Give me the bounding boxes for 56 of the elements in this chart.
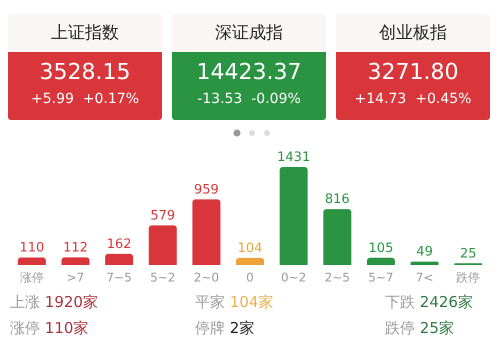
text: +14.73 bbox=[354, 91, 406, 107]
text: 25家 bbox=[420, 319, 454, 337]
bar bbox=[18, 257, 46, 265]
text: 上涨 bbox=[10, 293, 40, 311]
x-tick-label: 5~7 bbox=[368, 270, 394, 285]
data-label: 25 bbox=[460, 246, 476, 262]
x-tick-label: 5~2 bbox=[150, 270, 176, 285]
text: +0.17% bbox=[82, 91, 140, 107]
text: +0.45% bbox=[415, 91, 472, 107]
text: 3271.80 bbox=[366, 59, 460, 87]
text: 1920家 bbox=[44, 293, 98, 311]
text: -13.53 bbox=[197, 91, 242, 107]
text: 深证成指 bbox=[214, 22, 284, 45]
bar bbox=[105, 254, 134, 265]
text: 14423.37 bbox=[196, 59, 302, 87]
text: 104家 bbox=[230, 293, 274, 311]
bar bbox=[280, 167, 308, 265]
data-label: 104 bbox=[238, 240, 262, 256]
x-tick-label: >7 bbox=[66, 270, 84, 285]
data-label: 1431 bbox=[277, 150, 310, 165]
data-label: 816 bbox=[324, 192, 350, 208]
text: 2家 bbox=[230, 319, 254, 337]
x-tick-label: 0 bbox=[246, 270, 254, 285]
bar bbox=[410, 262, 439, 265]
bar bbox=[323, 209, 352, 265]
data-label: 162 bbox=[106, 236, 132, 252]
x-tick-label: 2~0 bbox=[194, 270, 220, 285]
text: 平家 bbox=[195, 293, 225, 311]
bar bbox=[236, 258, 264, 265]
data-label: 105 bbox=[368, 240, 394, 256]
text: 上证指数 bbox=[50, 22, 120, 45]
bar bbox=[366, 258, 395, 265]
bar bbox=[61, 257, 90, 265]
x-tick-label: 7< bbox=[416, 270, 434, 285]
data-label: 579 bbox=[150, 208, 176, 224]
text: 2426家 bbox=[420, 293, 473, 311]
data-label: 49 bbox=[416, 244, 433, 260]
bar bbox=[148, 225, 177, 265]
text: 停牌 bbox=[195, 319, 225, 337]
data-label: 110 bbox=[19, 240, 44, 256]
text: 下跌 bbox=[385, 293, 415, 311]
text: 涨停 bbox=[10, 319, 40, 337]
x-tick-label: 0~2 bbox=[280, 270, 306, 285]
data-label: 959 bbox=[194, 182, 219, 198]
text: 110家 bbox=[44, 319, 88, 337]
text: -0.09% bbox=[251, 91, 301, 107]
text: 创业板指 bbox=[378, 22, 448, 45]
x-tick-label: 2~5 bbox=[324, 270, 350, 285]
text: +5.99 bbox=[30, 91, 74, 107]
x-tick-label: 涨停 bbox=[20, 270, 44, 285]
x-tick-label: 跌停 bbox=[456, 270, 480, 285]
data-label: 112 bbox=[63, 240, 88, 256]
bar bbox=[192, 199, 220, 265]
x-tick-label: 7~5 bbox=[106, 270, 132, 285]
text: 3528.15 bbox=[38, 59, 132, 87]
text: 跌停 bbox=[385, 319, 415, 337]
